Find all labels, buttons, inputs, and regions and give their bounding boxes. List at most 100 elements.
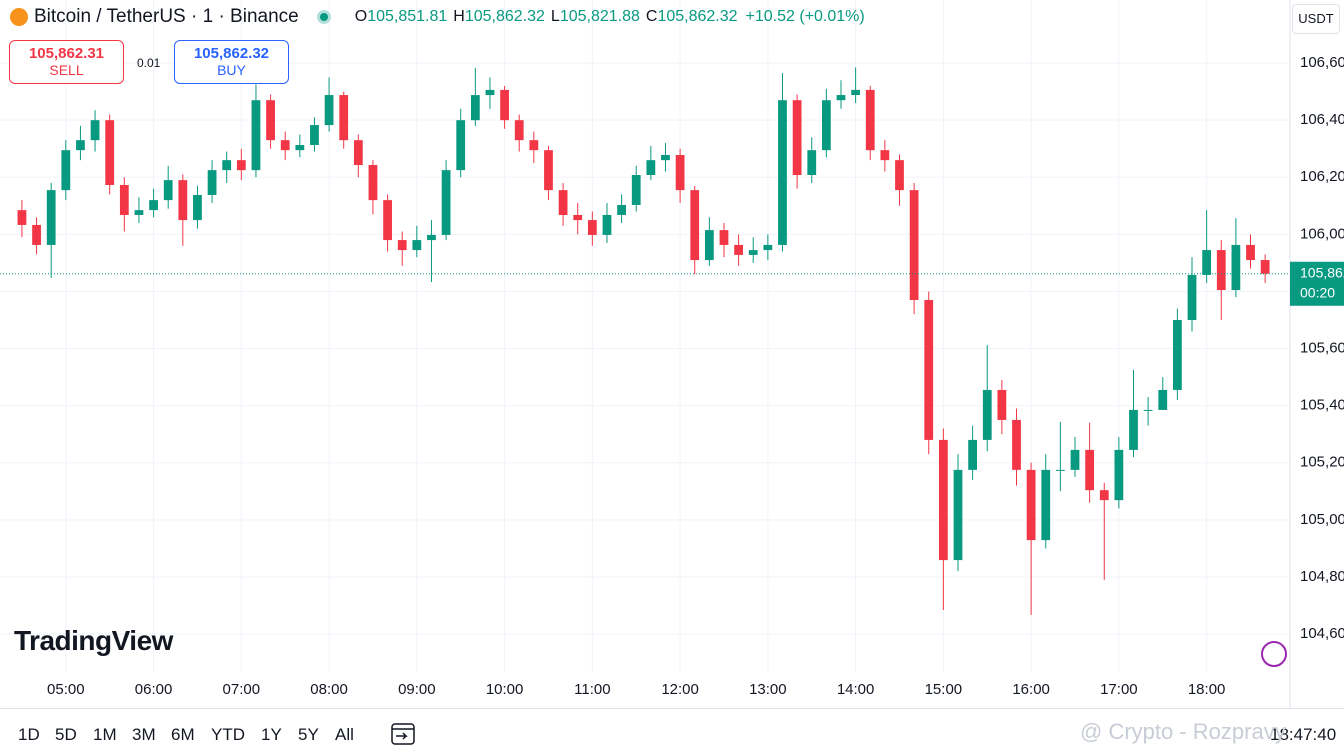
candle-body bbox=[661, 155, 670, 161]
candle-body bbox=[470, 95, 480, 121]
candle-body bbox=[90, 120, 100, 141]
candle-body bbox=[61, 150, 71, 191]
spread: 0.01 bbox=[137, 56, 161, 70]
x-tick-label: 13:00 bbox=[749, 681, 787, 698]
sell-price: 105,862.31 bbox=[28, 45, 105, 62]
range-button[interactable]: All bbox=[335, 725, 354, 744]
candle-body bbox=[646, 160, 656, 175]
range-button[interactable]: YTD bbox=[211, 725, 245, 744]
buy-label: BUY bbox=[217, 62, 246, 78]
x-tick-label: 10:00 bbox=[486, 681, 524, 698]
candle-body bbox=[236, 160, 246, 171]
x-tick-label: 09:00 bbox=[398, 681, 436, 698]
candle-body bbox=[1158, 389, 1168, 410]
candle-body bbox=[383, 200, 392, 241]
candle-body bbox=[865, 89, 875, 151]
candle-body bbox=[178, 180, 188, 221]
candle-body bbox=[134, 210, 144, 215]
candle-body bbox=[1260, 260, 1270, 274]
ohlc-value: 105,851.81 bbox=[367, 8, 448, 25]
ohlc-value: 105,862.32 bbox=[464, 8, 545, 25]
range-button[interactable]: 6M bbox=[171, 725, 195, 744]
candle-body bbox=[368, 165, 378, 201]
x-tick-label: 05:00 bbox=[47, 681, 85, 698]
y-tick-label: 104,800 bbox=[1300, 568, 1344, 585]
candle-body bbox=[807, 150, 817, 175]
candle-body bbox=[105, 120, 115, 185]
candle-body bbox=[719, 230, 729, 245]
buy-price: 105,862.32 bbox=[193, 45, 270, 62]
candle-body bbox=[324, 95, 334, 126]
candle-body bbox=[778, 100, 787, 245]
candle-body bbox=[514, 120, 524, 141]
candle-body bbox=[631, 174, 641, 205]
candle-body bbox=[353, 140, 363, 166]
range-button[interactable]: 3M bbox=[132, 725, 156, 744]
candle-body bbox=[441, 170, 451, 235]
range-button[interactable]: 1M bbox=[93, 725, 117, 744]
candle-body bbox=[193, 194, 202, 221]
range-button[interactable]: 5D bbox=[55, 725, 77, 744]
sell-button[interactable]: 105,862.31 SELL bbox=[9, 40, 124, 84]
candle-body bbox=[573, 214, 583, 221]
candle-body bbox=[456, 120, 466, 171]
candle-body bbox=[880, 150, 890, 161]
price-tag-value: 105,862.32 bbox=[1300, 264, 1344, 280]
candle-body bbox=[763, 244, 773, 251]
candle-body bbox=[1055, 469, 1065, 471]
candle-body bbox=[558, 190, 568, 215]
candle-body bbox=[1070, 449, 1080, 470]
buy-button[interactable]: 105,862.32 BUY bbox=[174, 40, 289, 84]
candle-body bbox=[1187, 274, 1197, 321]
y-tick-label: 105,400 bbox=[1300, 397, 1344, 414]
grid bbox=[0, 0, 1290, 672]
coin-icon bbox=[10, 8, 28, 26]
candle-body bbox=[821, 100, 831, 151]
date-range-icon[interactable] bbox=[388, 719, 418, 749]
ohlc-value: 105,821.88 bbox=[559, 8, 640, 25]
symbol[interactable]: Bitcoin / TetherUS · 1 · Binance bbox=[34, 6, 299, 27]
candle-body bbox=[1099, 490, 1109, 501]
candle-body bbox=[1202, 250, 1212, 275]
range-button[interactable]: 1D bbox=[18, 725, 40, 744]
sell-label: SELL bbox=[49, 62, 84, 78]
change: +10.52 (+0.01%) bbox=[745, 8, 865, 25]
range-button[interactable]: 1Y bbox=[261, 725, 282, 744]
market-status bbox=[316, 10, 331, 24]
range-button[interactable]: 5Y bbox=[298, 725, 319, 744]
candle-body bbox=[1216, 250, 1226, 291]
candle-body bbox=[427, 234, 436, 241]
candle-body bbox=[924, 300, 934, 440]
candle-body bbox=[397, 240, 407, 251]
currency[interactable]: USDT bbox=[1292, 4, 1340, 34]
y-tick-label: 105,200 bbox=[1300, 454, 1344, 471]
candle-body bbox=[295, 145, 305, 151]
candle-body bbox=[17, 210, 27, 225]
candle-body bbox=[1143, 409, 1153, 411]
candle-body bbox=[704, 230, 714, 261]
candle-body bbox=[46, 190, 56, 245]
x-tick-label: 16:00 bbox=[1012, 681, 1050, 698]
price-tag-countdown: 00:20 bbox=[1300, 284, 1335, 300]
candle-body bbox=[748, 250, 758, 255]
candle-body bbox=[1172, 320, 1182, 390]
candle-body bbox=[32, 224, 41, 245]
candle-body bbox=[1129, 409, 1138, 450]
candle-body bbox=[412, 240, 422, 251]
candle-body bbox=[119, 184, 129, 215]
candle-body bbox=[1231, 244, 1241, 291]
candle-body bbox=[1026, 469, 1036, 541]
candle-body bbox=[280, 140, 290, 151]
candle-body bbox=[909, 190, 919, 301]
candle-body bbox=[617, 204, 626, 215]
y-tick-label: 106,600 bbox=[1300, 54, 1344, 71]
candle-body bbox=[251, 100, 261, 171]
candle-body bbox=[149, 200, 158, 211]
candle-body bbox=[953, 469, 963, 561]
watermark: @ Crypto - Rozpravy bbox=[1080, 719, 1286, 744]
candle-body bbox=[163, 180, 173, 201]
candle-body bbox=[997, 389, 1007, 420]
flash-icon bbox=[1261, 641, 1287, 667]
candle-body bbox=[836, 95, 846, 101]
